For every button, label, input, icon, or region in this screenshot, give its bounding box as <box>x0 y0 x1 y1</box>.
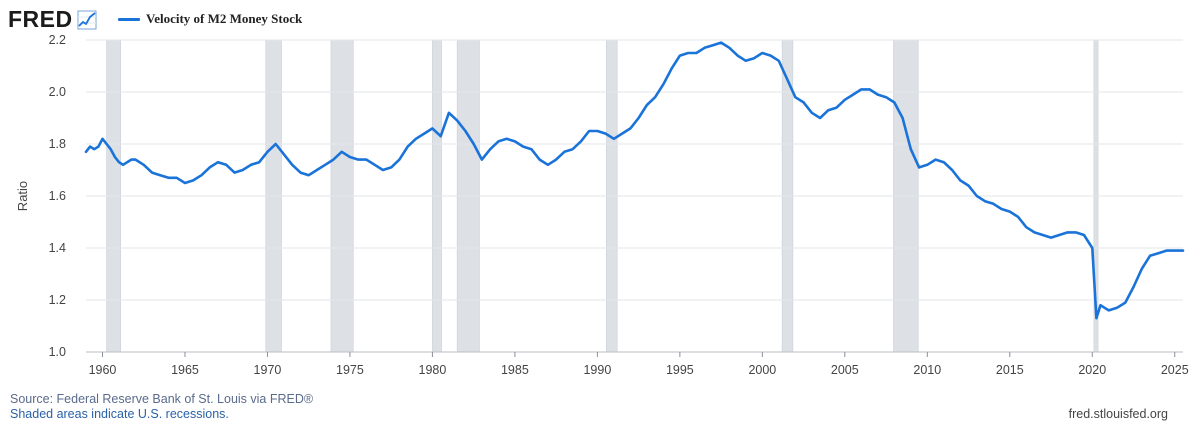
grid-lines <box>86 39 1183 353</box>
fred-logo-text: FRED <box>8 6 73 32</box>
y-tick-label: 2.0 <box>49 85 66 99</box>
x-tick-label: 2020 <box>1078 363 1106 377</box>
x-tick-label: 1990 <box>583 363 611 377</box>
x-tick-label: 1960 <box>89 363 117 377</box>
chart-legend[interactable]: Velocity of M2 Money Stock <box>118 11 302 27</box>
x-tick-label: 1995 <box>666 363 694 377</box>
x-tick-label: 1970 <box>254 363 282 377</box>
y-axis-ticks: 1.0 1.2 1.4 1.6 1.8 2.0 2.2 <box>49 33 66 359</box>
y-tick-label: 1.2 <box>49 293 66 307</box>
fred-logo[interactable]: FRED <box>8 6 97 33</box>
x-tick-label: 1975 <box>336 363 364 377</box>
x-axis-ticks: 1960 1965 1970 1975 1980 1985 1990 1995 2000 2005… <box>89 352 1189 377</box>
x-tick-label: 2015 <box>996 363 1024 377</box>
fred-url[interactable]: fred.stlouisfed.org <box>1068 407 1168 421</box>
x-tick-label: 1985 <box>501 363 529 377</box>
x-tick-label: 1965 <box>171 363 199 377</box>
line-chart-icon <box>77 10 97 29</box>
recession-note[interactable]: Shaded areas indicate U.S. recessions. <box>10 407 229 421</box>
series-layer <box>84 41 1185 320</box>
series-line[interactable] <box>84 41 1185 320</box>
x-tick-label: 1980 <box>419 363 447 377</box>
y-axis-label: Ratio <box>15 181 30 211</box>
y-tick-label: 1.8 <box>49 137 66 151</box>
x-tick-label: 2000 <box>748 363 776 377</box>
source-text: Source: Federal Reserve Bank of St. Loui… <box>10 392 314 406</box>
y-tick-label: 1.6 <box>49 189 66 203</box>
legend-swatch <box>118 17 140 21</box>
x-tick-label: 2010 <box>913 363 941 377</box>
x-tick-label: 2005 <box>831 363 859 377</box>
legend-label: Velocity of M2 Money Stock <box>146 11 303 26</box>
y-tick-label: 1.4 <box>49 241 66 255</box>
y-tick-label: 1.0 <box>49 345 66 359</box>
line-chart: 1.01.21.41.61.82.02.2 1960 1965 1970 1975 19… <box>15 33 1189 377</box>
x-tick-label: 2025 <box>1161 363 1189 377</box>
y-tick-label: 2.2 <box>49 33 66 47</box>
chart-header: FRED Velocity of M2 Money Stock <box>0 0 1200 36</box>
